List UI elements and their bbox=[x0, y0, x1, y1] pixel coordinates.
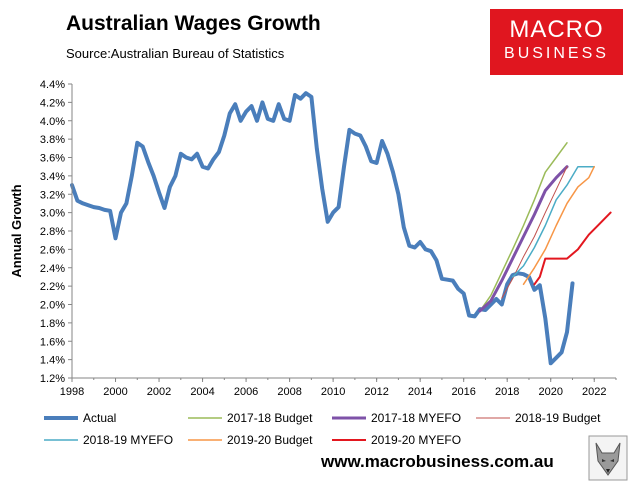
chart-source: Source:Australian Bureau of Statistics bbox=[66, 46, 285, 61]
series-line-2017-18-budget bbox=[479, 142, 568, 312]
y-tick-label: 2.2% bbox=[40, 281, 65, 293]
x-tick-label: 1998 bbox=[60, 386, 84, 398]
y-tick-label: 1.8% bbox=[40, 318, 65, 330]
legend-label-2018-19-myefo: 2018-19 MYEFO bbox=[83, 433, 173, 447]
x-tick-label: 2008 bbox=[277, 386, 301, 398]
fox-logo-icon bbox=[588, 435, 628, 481]
y-tick-label: 3.2% bbox=[40, 189, 65, 201]
y-tick-label: 1.6% bbox=[40, 336, 65, 348]
x-tick-label: 2022 bbox=[582, 386, 606, 398]
y-tick-label: 1.4% bbox=[40, 355, 65, 367]
axes: 1.2% 1.4% 1.6% 1.8% 2.0% 2.2% 2.4% 2.6% 2.8% 3.0%… bbox=[9, 79, 617, 398]
y-tick-label: 3.8% bbox=[40, 134, 65, 146]
website-url: www.macrobusiness.com.au bbox=[321, 452, 554, 471]
logo-line-2: BUSINESS bbox=[504, 45, 609, 62]
y-tick-label: 4.0% bbox=[40, 116, 65, 128]
y-tick-label: 2.6% bbox=[40, 244, 65, 256]
x-tick-label: 2020 bbox=[538, 386, 562, 398]
y-tick-label: 3.4% bbox=[40, 171, 65, 183]
x-tick-label: 2012 bbox=[364, 386, 388, 398]
y-tick-label: 2.8% bbox=[40, 226, 65, 238]
y-axis-label: Annual Growth bbox=[9, 184, 24, 277]
logo-line-1: MACRO bbox=[509, 16, 604, 43]
legend: Actual 2017-18 Budget 2017-18 MYEFO 2018-19… bbox=[44, 411, 601, 447]
chart-title: Australian Wages Growth bbox=[66, 12, 321, 35]
x-tick-label: 2006 bbox=[234, 386, 258, 398]
y-tick-label: 3.0% bbox=[40, 208, 65, 220]
series-line-2017-18-myefo bbox=[478, 165, 569, 313]
x-tick-label: 2000 bbox=[103, 386, 127, 398]
x-tick-label: 2010 bbox=[321, 386, 345, 398]
y-tick-label: 3.6% bbox=[40, 153, 65, 165]
series-line-2019-20-myefo bbox=[533, 211, 612, 286]
y-tick-label: 1.2% bbox=[40, 373, 65, 385]
series-line-actual bbox=[70, 91, 575, 366]
x-tick-label: 2014 bbox=[408, 386, 432, 398]
y-tick-label: 4.2% bbox=[40, 97, 65, 109]
legend-label-2019-20-myefo: 2019-20 MYEFO bbox=[371, 433, 461, 447]
plot-area bbox=[70, 91, 612, 366]
legend-label-2017-18-myefo: 2017-18 MYEFO bbox=[371, 411, 461, 425]
legend-label-2018-19-budget: 2018-19 Budget bbox=[515, 411, 601, 425]
x-tick-label: 2016 bbox=[451, 386, 475, 398]
legend-label-2019-20-budget: 2019-20 Budget bbox=[227, 433, 313, 447]
series-line-2018-19-budget bbox=[501, 166, 568, 299]
series-line-2019-20-budget bbox=[522, 165, 595, 286]
legend-label-2017-18-budget: 2017-18 Budget bbox=[227, 411, 313, 425]
series-line-2018-19-myefo bbox=[511, 165, 595, 278]
x-tick-label: 2002 bbox=[147, 386, 171, 398]
legend-label-actual: Actual bbox=[83, 411, 116, 425]
macrobusiness-logo: MACRO BUSINESS bbox=[490, 9, 623, 75]
y-tick-label: 2.0% bbox=[40, 300, 65, 312]
y-tick-label: 4.4% bbox=[40, 79, 65, 91]
x-tick-label: 2018 bbox=[495, 386, 519, 398]
x-tick-label: 2004 bbox=[190, 386, 214, 398]
y-tick-label: 2.4% bbox=[40, 263, 65, 275]
